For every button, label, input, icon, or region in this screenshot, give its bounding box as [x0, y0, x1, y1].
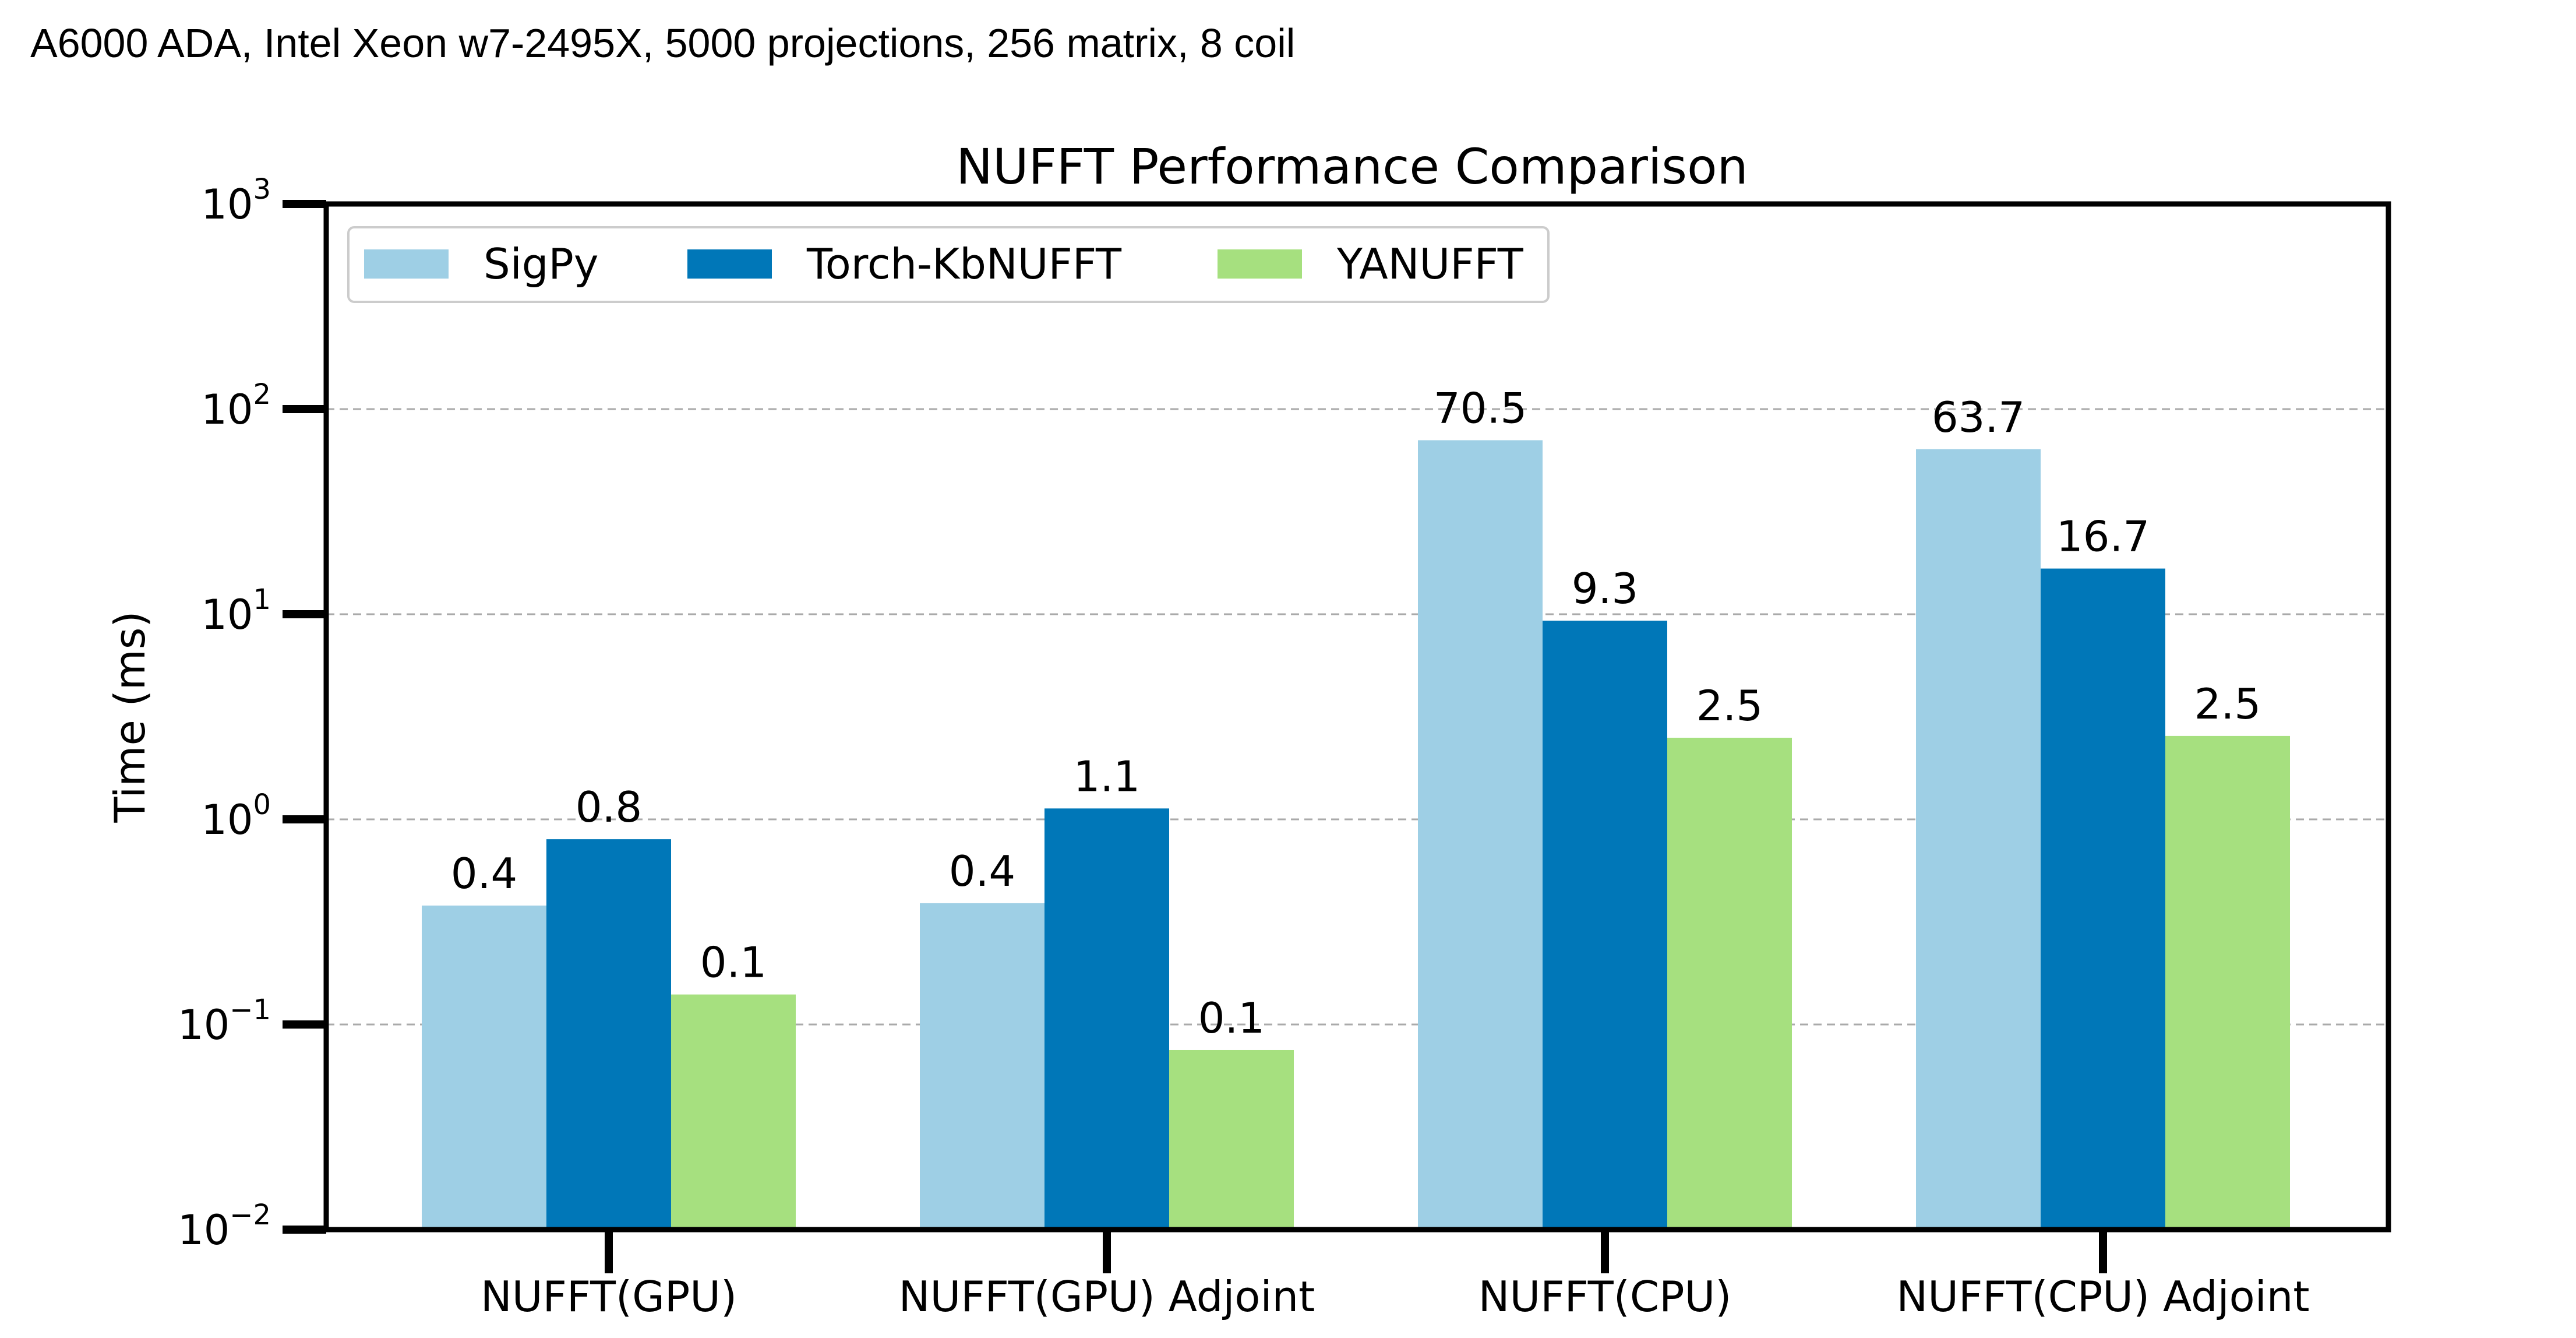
bar: [1044, 808, 1169, 1230]
bar-value-label: 0.4: [451, 849, 518, 898]
bar-value-label: 0.1: [700, 938, 767, 987]
bar-value-label: 2.5: [2194, 679, 2261, 728]
bar-value-label: 0.1: [1198, 994, 1265, 1043]
bar: [1418, 440, 1543, 1230]
bars: [422, 440, 2290, 1230]
bar-value-label: 1.1: [1074, 752, 1141, 801]
y-tick-exponent: 0: [253, 788, 271, 821]
legend: SigPy Torch-KbNUFFT YANUFFT: [347, 226, 1550, 303]
bar-value-label: 70.5: [1434, 383, 1527, 432]
y-tick-exponent: −2: [230, 1199, 271, 1231]
y-tick-label: 10−2: [178, 1199, 271, 1254]
legend-box: [347, 226, 1550, 303]
x-tick-label: NUFFT(GPU): [481, 1272, 737, 1321]
x-tick-label: NUFFT(CPU) Adjoint: [1896, 1272, 2309, 1321]
y-tick-exponent: 2: [253, 378, 271, 411]
figure-caption: A6000 ADA, Intel Xeon w7-2495X, 5000 pro…: [30, 20, 1295, 66]
bar: [920, 903, 1044, 1230]
bar-value-label: 9.3: [1572, 564, 1639, 613]
y-tick-base: 10: [178, 1206, 230, 1254]
bar-value-label: 2.5: [1696, 681, 1763, 730]
x-tick-label: NUFFT(GPU) Adjoint: [899, 1272, 1315, 1321]
bar: [1169, 1050, 1294, 1230]
legend-label: YANUFFT: [1336, 240, 1524, 288]
y-tick-exponent: 3: [253, 173, 271, 206]
legend-label: Torch-KbNUFFT: [806, 240, 1122, 288]
y-tick-label: 100: [201, 788, 271, 844]
bar: [1667, 737, 1792, 1230]
chart-title: NUFFT Performance Comparison: [956, 138, 1748, 195]
y-tick-label: 10−1: [178, 994, 271, 1049]
legend-swatch: [1218, 249, 1302, 279]
bar: [2165, 735, 2290, 1230]
y-tick-label: 101: [201, 583, 271, 639]
plot-frame: [323, 201, 2391, 1233]
bar-value-label: 63.7: [1932, 393, 2025, 442]
y-tick-label: 102: [201, 378, 271, 434]
bar-value-label: 0.8: [576, 783, 643, 832]
bar: [546, 839, 671, 1230]
bar-value-label: 16.7: [2056, 512, 2150, 561]
y-tick-base: 10: [201, 796, 253, 844]
x-axis-ticks: NUFFT(GPU) NUFFT(GPU) Adjoint NUFFT(CPU) NU…: [481, 1230, 2310, 1321]
bar-value-label: 0.4: [949, 847, 1016, 896]
bar: [1916, 449, 2041, 1230]
y-tick-exponent: −1: [230, 994, 271, 1026]
y-tick-base: 10: [178, 1001, 230, 1049]
y-tick-base: 10: [201, 591, 253, 639]
legend-swatch: [687, 249, 772, 279]
y-tick-base: 10: [201, 181, 253, 228]
bar: [671, 994, 796, 1230]
bar: [422, 905, 546, 1230]
y-tick-base: 10: [201, 386, 253, 434]
legend-label: SigPy: [484, 240, 598, 288]
y-tick-exponent: 1: [253, 583, 271, 616]
x-tick-label: NUFFT(CPU): [1478, 1272, 1732, 1321]
bar-labels: 0.4 0.8 0.1 0.4 1.1 0.1 70.5 9.3 2.5 63.7 16.7 2.5: [451, 383, 2261, 1043]
y-tick-label: 103: [201, 173, 271, 228]
y-axis-label: Time (ms): [105, 611, 154, 823]
legend-swatch: [364, 249, 449, 279]
bar: [2041, 568, 2165, 1230]
bar: [1543, 621, 1667, 1230]
